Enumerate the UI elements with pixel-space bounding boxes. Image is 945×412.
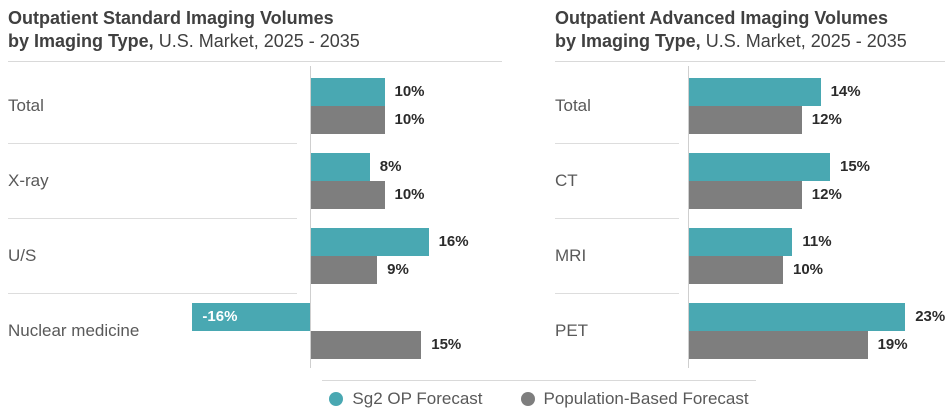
category-label: Total <box>555 95 591 115</box>
bar-population-based-forecast <box>311 331 422 359</box>
bar-sg2-op-forecast <box>311 228 429 256</box>
category-label: X-ray <box>8 170 49 190</box>
chart-title-line1: Outpatient Advanced Imaging Volumes <box>555 8 889 28</box>
bar-sg2-op-forecast <box>689 153 830 181</box>
row-divider <box>8 218 297 219</box>
category-label: Nuclear medicine <box>8 320 140 340</box>
bar-sg2-op-forecast <box>689 78 821 106</box>
bar-value-label: 19% <box>877 336 908 353</box>
row-divider <box>8 143 297 144</box>
legend-item-sg2-op-forecast: Sg2 OP Forecast <box>329 389 483 409</box>
bar-value-label: 10% <box>394 83 425 100</box>
bar-value-label: 10% <box>793 261 824 278</box>
bar-value-label: 15% <box>840 158 871 175</box>
category-label: MRI <box>555 245 587 265</box>
bar-sg2-op-forecast <box>311 78 385 106</box>
bar-sg2-op-forecast <box>689 303 906 331</box>
bar-population-based-forecast <box>689 331 868 359</box>
bar-population-based-forecast <box>689 106 802 134</box>
bar-population-based-forecast <box>311 181 385 209</box>
bar-population-based-forecast <box>689 181 802 209</box>
bar-value-label: 12% <box>811 111 842 128</box>
bar-population-based-forecast <box>689 256 783 284</box>
legend-label: Sg2 OP Forecast <box>352 389 483 408</box>
axis-baseline <box>688 66 689 368</box>
category-label: PET <box>555 320 589 340</box>
category-label: Total <box>8 95 44 115</box>
chart-title: Outpatient Advanced Imaging Volumes by I… <box>555 7 907 53</box>
bar-value-label: 10% <box>394 186 425 203</box>
row-divider <box>555 218 679 219</box>
bar-value-label: 15% <box>431 336 462 353</box>
legend-item-population-based-forecast: Population-Based Forecast <box>520 389 749 409</box>
axis-baseline <box>310 66 311 368</box>
bar-sg2-op-forecast <box>311 153 370 181</box>
bar-value-label: 8% <box>379 158 402 175</box>
row-divider <box>8 293 297 294</box>
bar-sg2-op-forecast <box>689 228 793 256</box>
row-divider <box>555 293 679 294</box>
standard-imaging-chart: Outpatient Standard Imaging Volumes by I… <box>8 7 502 368</box>
chart-title-line2: by Imaging Type, U.S. Market, 2025 - 203… <box>8 31 360 51</box>
bar-value-label: 12% <box>811 186 842 203</box>
legend: Sg2 OP Forecast Population-Based Forecas… <box>322 380 756 409</box>
category-label: CT <box>555 170 578 190</box>
title-underline <box>8 61 502 62</box>
bar-population-based-forecast <box>311 256 378 284</box>
bar-value-label: 9% <box>387 261 409 278</box>
population-forecast-dot-icon <box>520 392 535 406</box>
bar-sg2-op-forecast <box>192 303 310 331</box>
advanced-imaging-chart: Outpatient Advanced Imaging Volumes by I… <box>547 0 945 412</box>
bar-population-based-forecast <box>311 106 385 134</box>
bar-value-label: 11% <box>802 233 832 250</box>
sg2-forecast-dot-icon <box>329 392 344 406</box>
chart-title: Outpatient Standard Imaging Volumes by I… <box>8 7 360 53</box>
row-divider <box>555 143 679 144</box>
bar-value-label: -16% <box>202 308 238 325</box>
legend-label: Population-Based Forecast <box>543 389 749 408</box>
bar-value-label: 23% <box>915 308 945 325</box>
bar-value-label: 16% <box>438 233 469 250</box>
bar-value-label: 14% <box>830 83 861 100</box>
chart-title-line1: Outpatient Standard Imaging Volumes <box>8 8 334 28</box>
bar-value-label: 10% <box>394 111 425 128</box>
chart-title-line2: by Imaging Type, U.S. Market, 2025 - 203… <box>555 31 907 51</box>
category-label: U/S <box>8 245 37 265</box>
title-underline <box>555 61 945 62</box>
